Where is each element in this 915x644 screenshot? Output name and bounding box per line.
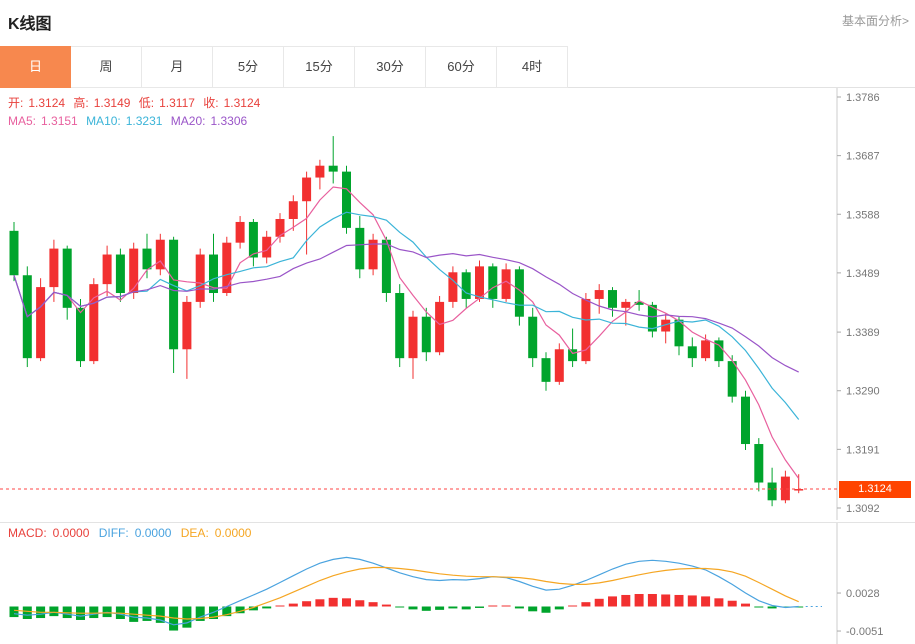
current-price-badge: 1.3124 [839,481,911,498]
svg-text:0.0028: 0.0028 [846,588,880,600]
diff-label: DIFF: [98,526,129,540]
svg-text:1.3389: 1.3389 [846,327,880,339]
tab-month[interactable]: 月 [142,46,213,88]
svg-text:1.3687: 1.3687 [846,151,880,163]
ohlc-open-label: 开: [8,96,24,110]
ohlc-open-value: 1.3124 [28,96,66,110]
svg-text:1.3489: 1.3489 [846,268,880,280]
svg-text:1.3588: 1.3588 [846,209,880,221]
tab-week[interactable]: 周 [71,46,142,88]
fundamental-analysis-link[interactable]: 基本面分析> [841,14,909,28]
diff-value: 0.0000 [134,526,172,540]
ma5-label: MA5: [8,114,37,128]
ma20-value: 1.3306 [210,114,248,128]
ohlc-high-label: 高: [73,96,89,110]
ohlc-close-value: 1.3124 [223,96,261,110]
page-title: K线图 [8,16,52,33]
interval-tabs: 日 周 月 5分 15分 30分 60分 4时 [0,46,915,88]
tab-4hour[interactable]: 4时 [497,46,568,88]
ohlc-high-value: 1.3149 [93,96,131,110]
tab-5min[interactable]: 5分 [213,46,284,88]
ohlc-close-label: 收: [203,96,219,110]
ma20-label: MA20: [170,114,206,128]
svg-text:1.3290: 1.3290 [846,386,880,398]
ma10-value: 1.3231 [125,114,163,128]
tab-30min[interactable]: 30分 [355,46,426,88]
dea-label: DEA: [180,526,209,540]
ma10-label: MA10: [86,114,121,128]
ohlc-low-label: 低: [138,96,155,110]
macd-readout: MACD: 0.0000 DIFF: 0.0000 DEA: 0.0000 [8,526,257,540]
candlestick-chart-canvas[interactable]: 1.3786 1.3687 1.3588 1.3489 1.3389 1.3290 1.31… [0,88,915,520]
tab-15min[interactable]: 15分 [284,46,355,88]
dea-value: 0.0000 [214,526,252,540]
tab-60min[interactable]: 60分 [426,46,497,88]
svg-text:1.3092: 1.3092 [846,503,880,515]
ma-readout: MA5: 1.3151 MA10: 1.3231 MA20: 1.3306 [8,114,252,128]
ma5-value: 1.3151 [41,114,78,128]
ohlc-low-value: 1.3117 [159,96,195,110]
svg-text:1.3191: 1.3191 [846,444,880,456]
svg-text:-0.0051: -0.0051 [846,626,883,638]
macd-label: MACD: [8,526,47,540]
macd-chart-canvas[interactable]: 0.0028 -0.0051 [0,522,915,644]
svg-text:1.3786: 1.3786 [846,92,880,104]
macd-value: 0.0000 [52,526,90,540]
tab-day[interactable]: 日 [0,46,71,88]
ohlc-readout: 开: 1.3124 高: 1.3149 低: 1.3117 收: 1.3124 [8,94,265,111]
